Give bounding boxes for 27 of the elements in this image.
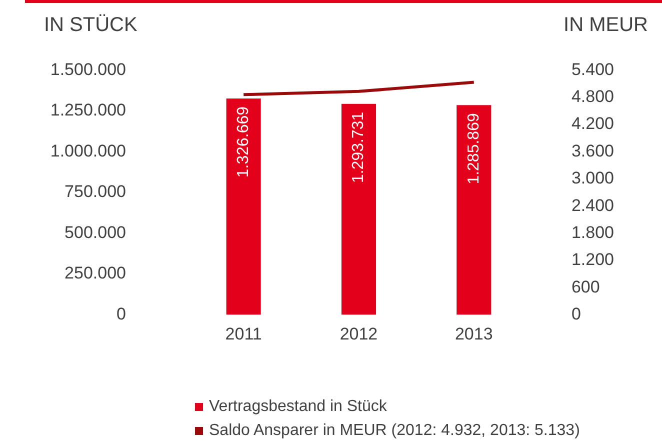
y2-axis-title: IN MEUR [564, 14, 648, 37]
y-tick-label: 1.000.000 [50, 141, 126, 160]
y2-tick-label: 4.800 [571, 87, 614, 106]
y2-tick-label: 0 [571, 304, 581, 324]
data-label: 1.293.731 [350, 112, 368, 184]
data-label: 1.326.669 [234, 106, 252, 178]
legend-label: Vertragsbestand in Stück [209, 398, 387, 415]
y-tick-label: 1.500.000 [50, 60, 126, 79]
y2-tick-label: 3.000 [571, 168, 614, 188]
y2-tick-label: 5.400 [571, 60, 614, 79]
data-label: 1.285.869 [465, 113, 482, 184]
y2-tick-label: 2.400 [571, 196, 614, 215]
y2-tick-label: 4.200 [571, 114, 614, 134]
y2-tick-label: 3.600 [571, 141, 614, 160]
y-tick-label: 1.250.000 [50, 100, 126, 120]
y-tick-label: 250.000 [64, 264, 126, 283]
x-tick-label: 2013 [454, 324, 493, 344]
y2-tick-label: 600 [571, 277, 600, 296]
y2-tick-label: 1.800 [571, 222, 614, 242]
legend-label: Saldo Ansparer in MEUR (2012: 4.932, 2013: 5.133) [209, 422, 580, 439]
y-axis-title: IN STÜCK [44, 14, 138, 37]
y-tick-label: 750.000 [64, 182, 126, 202]
x-tick-label: 2011 [225, 324, 262, 344]
y-tick-label: 500.000 [64, 222, 126, 242]
y-tick-label: 0 [116, 304, 126, 324]
x-tick-label: 2012 [340, 324, 378, 344]
y2-tick-label: 1.200 [571, 250, 614, 270]
